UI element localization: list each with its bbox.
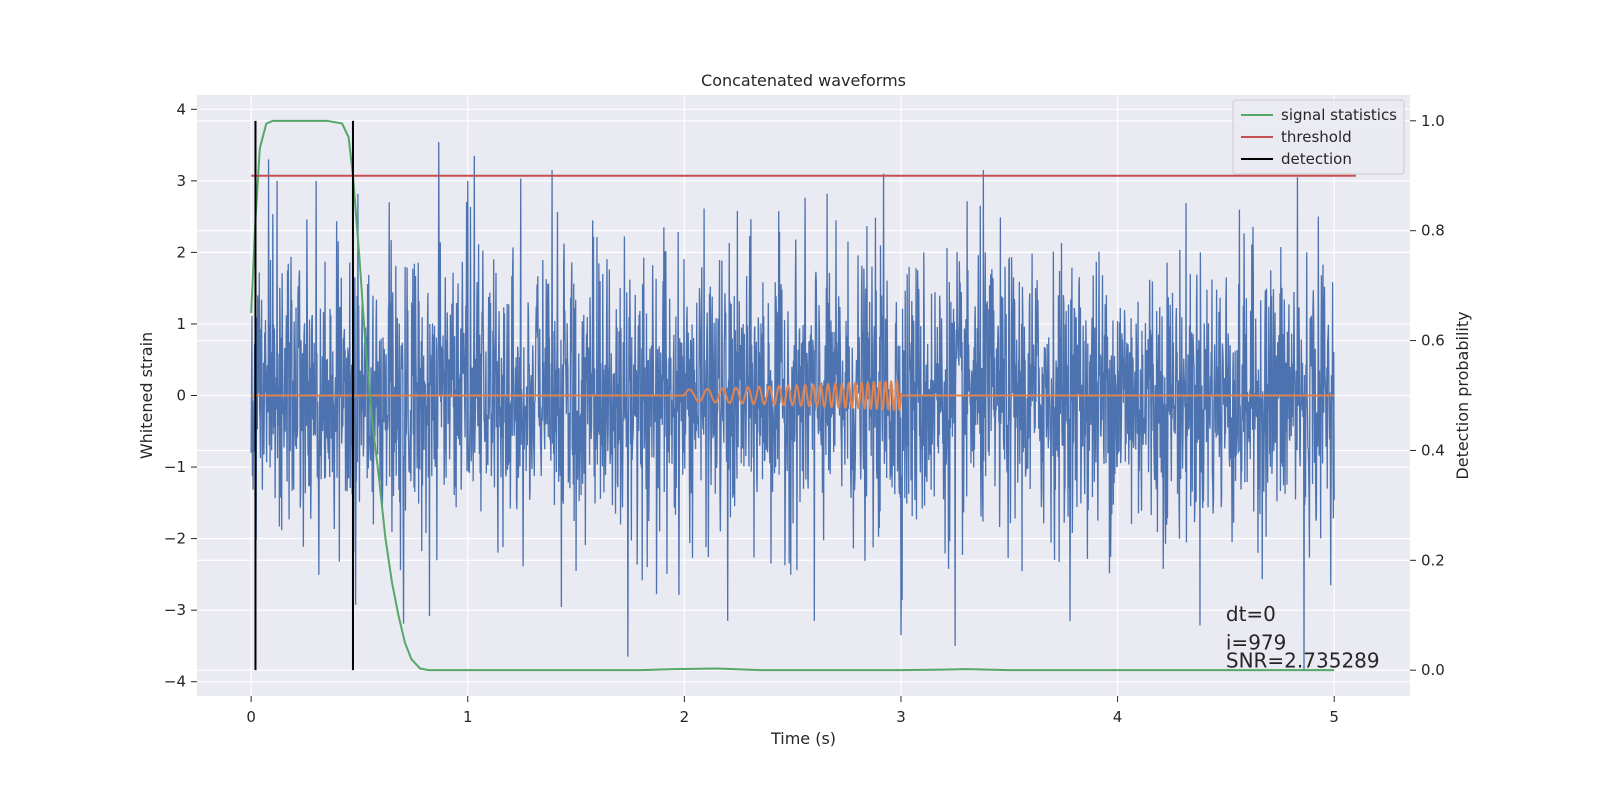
y-tick-label-5: 1 [176,315,186,333]
series-layer [250,119,1356,672]
x-tick-label-4: 4 [1113,708,1123,726]
y-tick-label-6: 2 [176,243,186,261]
y-tick-label-4: 0 [176,387,186,405]
legend-label-signal-statistics: signal statistics [1281,106,1397,124]
y2-tick-label-2: 0.4 [1421,441,1445,459]
x-tick-label-2: 2 [680,708,690,726]
y-tick-label-0: −4 [164,673,186,691]
annotation-dt: dt=0 [1226,602,1276,626]
legend-label-detection: detection [1281,150,1352,168]
y2-tick-label-0: 0.0 [1421,661,1445,679]
legend-box [1232,99,1405,175]
injected-waveform-line [251,379,1335,412]
x-tick-label-3: 3 [896,708,906,726]
x-tick-label-1: 1 [463,708,473,726]
x-tick-label-0: 0 [246,708,256,726]
y2-tick-label-1: 0.2 [1421,551,1445,569]
legend-label-threshold: threshold [1281,128,1352,146]
x-tick-label-5: 5 [1329,708,1339,726]
legend: signal statistics threshold detection [1232,99,1405,175]
y-tick-label-1: −3 [164,601,186,619]
y2-tick-label-5: 1.0 [1421,112,1445,130]
chart-title: Concatenated waveforms [701,71,906,90]
axes: 0 1 2 3 4 5 −4 −3 −2 −1 0 1 2 3 4 0.0 0.2 0.4 0.6 0.8 1.0 [164,100,1445,726]
annotations: dt=0 i=979 SNR=2.735289 [1226,602,1380,673]
y-tick-label-8: 4 [176,100,186,118]
annotation-index: i=979 [1226,630,1287,654]
y2-axis-label: Detection probability [1453,311,1472,479]
y2-tick-label-3: 0.6 [1421,332,1445,350]
y2-tick-label-4: 0.8 [1421,222,1445,240]
y-tick-label-2: −2 [164,530,186,548]
x-axis-label: Time (s) [770,729,836,748]
annotation-snr: SNR=2.735289 [1226,648,1380,672]
y-axis-label: Whitened strain [137,332,156,459]
signal-statistics-line [250,119,1335,672]
strain-series-line [250,142,1335,671]
y-tick-label-7: 3 [176,172,186,190]
y-tick-label-3: −1 [164,458,186,476]
